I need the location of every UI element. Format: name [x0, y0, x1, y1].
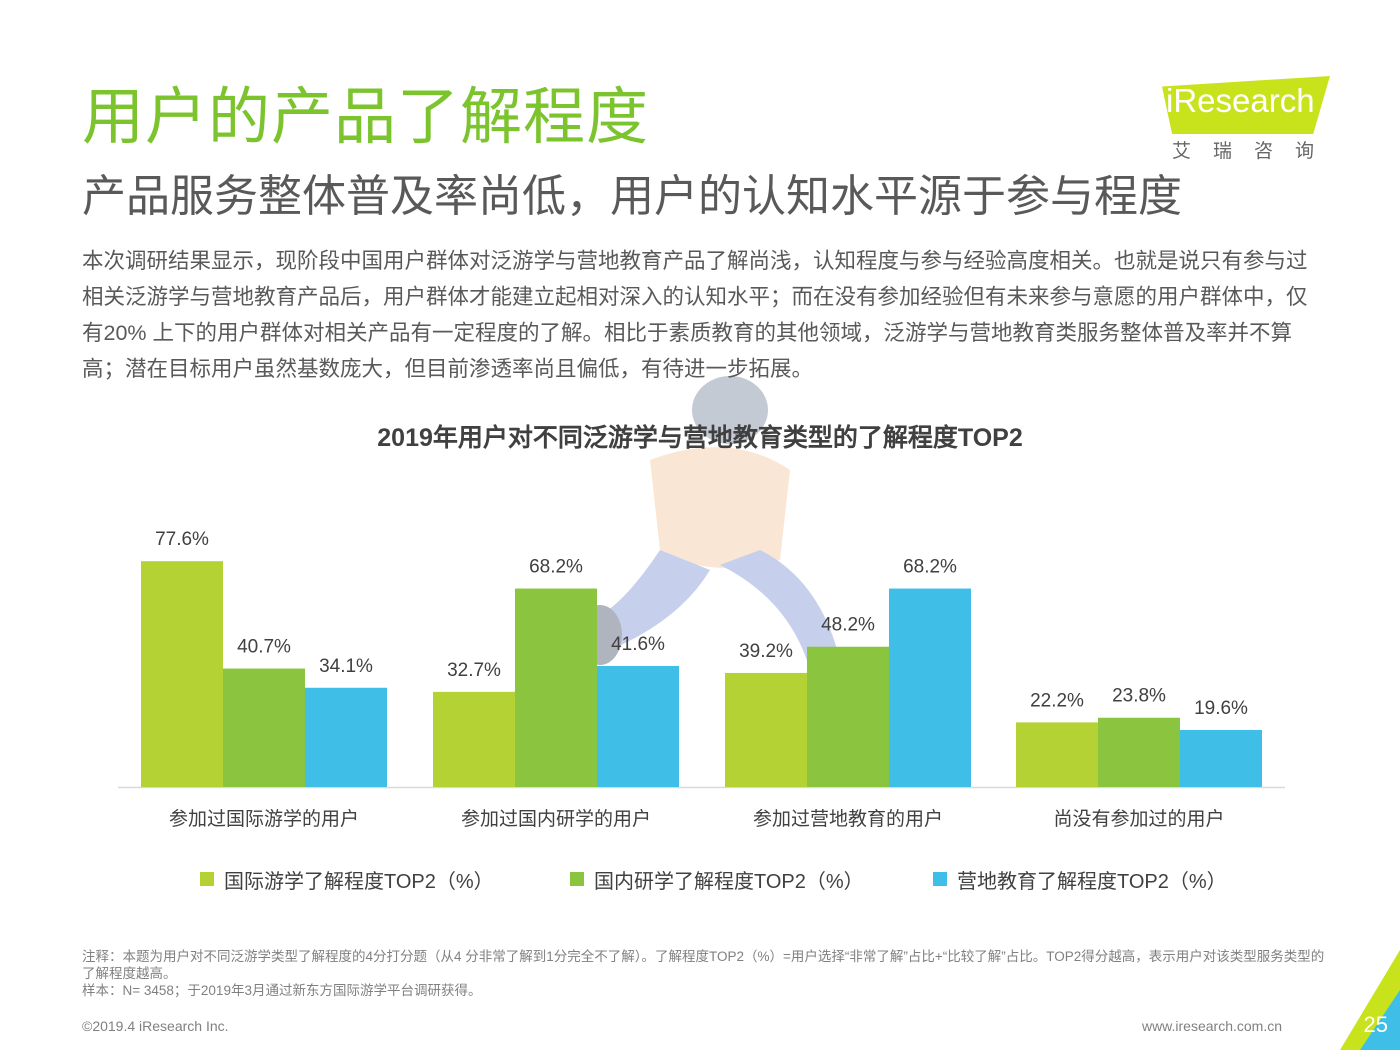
bar-2-2: [889, 588, 971, 787]
legend-item-international: 国际游学了解程度TOP2（%）: [200, 862, 494, 896]
legend-label-international: 国际游学了解程度TOP2（%）: [224, 870, 494, 893]
bar-3-1: [1098, 717, 1180, 787]
website-link[interactable]: www.iresearch.com.cn: [1141, 1018, 1282, 1034]
legend-item-camp: 营地教育了解程度TOP2（%）: [933, 862, 1227, 896]
data-label-3-1: 23.8%: [1112, 686, 1166, 707]
bar-3-0: [1016, 722, 1098, 787]
data-label-0-2: 34.1%: [319, 656, 373, 677]
legend-swatch-domestic: [570, 872, 584, 886]
logo-brand: iResearch: [1166, 82, 1315, 119]
data-label-2-0: 39.2%: [739, 641, 793, 662]
data-label-3-2: 19.6%: [1194, 698, 1248, 719]
footnote-line-1: 注释：本题为用户对不同泛游学类型了解程度的4分打分题（从4 分非常了解到1分完全…: [82, 949, 1325, 981]
bar-2-0: [725, 672, 807, 787]
bar-0-1: [223, 668, 305, 787]
bar-0-2: [305, 687, 387, 787]
page-number: 25: [1363, 1012, 1388, 1037]
logo-subtitle: 艾瑞咨询: [1172, 141, 1337, 162]
summary-paragraph: 本次调研结果显示，现阶段中国用户群体对泛游学与营地教育产品了解尚浅，认知程度与参…: [82, 249, 1308, 381]
bar-1-1: [515, 588, 597, 787]
legend-item-domestic: 国内研学了解程度TOP2（%）: [570, 862, 864, 896]
legend-swatch-international: [200, 872, 214, 886]
bar-3-2: [1180, 729, 1262, 787]
bar-0-0: [141, 561, 223, 787]
data-label-0-0: 77.6%: [155, 529, 209, 550]
data-label-1-2: 41.6%: [611, 634, 665, 655]
data-label-2-2: 68.2%: [903, 557, 957, 578]
footnote-line-2: 样本：N= 3458；于2019年3月通过新东方国际游学平台调研获得。: [82, 983, 482, 998]
data-label-1-0: 32.7%: [447, 660, 501, 681]
data-label-0-1: 40.7%: [237, 637, 291, 658]
bar-1-0: [433, 691, 515, 787]
page-subtitle: 产品服务整体普及率尚低，用户的认知水平源于参与程度: [82, 172, 1182, 221]
category-label-3: 尚没有参加过的用户: [1053, 808, 1224, 830]
data-label-1-1: 68.2%: [529, 557, 583, 578]
iresearch-logo: iResearch 艾瑞咨询: [1154, 72, 1330, 164]
copyright-text: ©2019.4 iResearch Inc.: [82, 1018, 229, 1034]
legend-label-camp: 营地教育了解程度TOP2（%）: [957, 870, 1227, 893]
page-title: 用户的产品了解程度: [82, 83, 650, 152]
category-label-2: 参加过营地教育的用户: [753, 808, 943, 830]
legend-swatch-camp: [933, 872, 947, 886]
bar-1-2: [597, 665, 679, 787]
legend-label-domestic: 国内研学了解程度TOP2（%）: [594, 870, 864, 893]
bar-chart: 77.6% 40.7% 34.1% 参加过国际游学的用户 32.7% 68.2% 41.6%…: [118, 529, 1285, 830]
bar-2-1: [807, 646, 889, 787]
data-label-2-1: 48.2%: [821, 615, 875, 636]
chart-title: 2019年用户对不同泛游学与营地教育类型的了解程度TOP2: [377, 424, 1023, 452]
runner-illustration: [578, 376, 840, 670]
data-label-3-0: 22.2%: [1030, 690, 1084, 711]
footnote: 注释：本题为用户对不同泛游学类型了解程度的4分打分题（从4 分非常了解到1分完全…: [82, 948, 1327, 999]
category-label-1: 参加过国内研学的用户: [461, 808, 651, 830]
category-label-0: 参加过国际游学的用户: [169, 808, 359, 830]
corner-decoration: [1340, 950, 1400, 1050]
